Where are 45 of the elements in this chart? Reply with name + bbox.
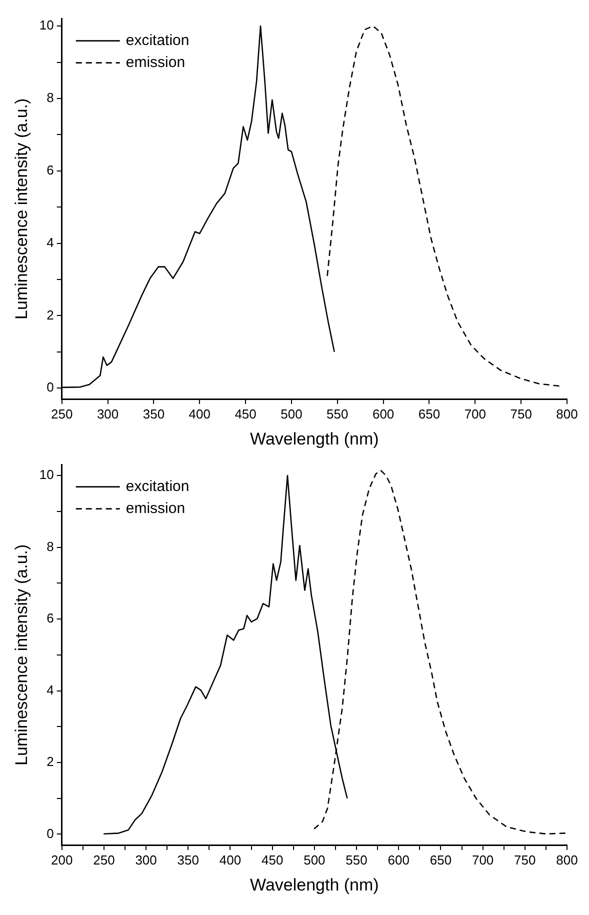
x-tick-label: 250	[93, 852, 115, 868]
y-tick-label: 6	[46, 610, 54, 626]
legend-label: emission	[126, 500, 186, 517]
y-axis-title: Luminescence intensity (a.u.)	[12, 98, 31, 320]
y-tick-label: 2	[46, 307, 54, 322]
x-tick-label: 800	[556, 406, 578, 422]
y-tick-label: 4	[46, 682, 54, 698]
x-tick-label: 300	[96, 406, 119, 422]
y-axis-title: Luminescence intensity (a.u.)	[12, 544, 31, 766]
x-tick-label: 650	[430, 852, 452, 868]
x-tick-label: 250	[51, 406, 73, 422]
legend-label: emission	[126, 54, 186, 71]
x-tick-label: 550	[326, 406, 348, 422]
x-tick-label: 450	[261, 852, 284, 868]
x-tick-label: 650	[418, 406, 440, 422]
x-tick-label: 500	[280, 406, 302, 422]
x-tick-label: 200	[51, 852, 73, 868]
x-tick-label: 700	[472, 852, 494, 868]
x-tick-label: 550	[346, 852, 368, 868]
x-tick-label: 400	[219, 852, 242, 868]
y-tick-label: 10	[39, 18, 54, 33]
y-tick-label: 0	[46, 380, 54, 395]
y-tick-label: 0	[46, 826, 54, 841]
x-tick-label: 300	[135, 852, 157, 868]
y-tick-label: 8	[46, 90, 54, 106]
y-tick-label: 4	[46, 234, 54, 250]
x-tick-label: 600	[388, 852, 410, 868]
legend-label: excitation	[126, 32, 190, 49]
y-tick-label: 10	[39, 467, 54, 482]
x-tick-label: 750	[510, 406, 532, 422]
x-tick-label: 700	[464, 406, 486, 422]
y-tick-label: 8	[46, 538, 54, 554]
x-axis-title: Wavelength (nm)	[250, 429, 379, 448]
x-tick-label: 800	[556, 852, 578, 868]
x-tick-label: 750	[514, 852, 536, 868]
x-tick-label: 450	[234, 406, 256, 422]
y-tick-label: 2	[46, 754, 54, 770]
x-tick-label: 350	[142, 406, 165, 422]
x-tick-label: 400	[188, 406, 210, 422]
legend-label: excitation	[126, 478, 190, 495]
x-tick-label: 600	[372, 406, 394, 422]
x-tick-label: 500	[304, 852, 326, 868]
x-axis-title: Wavelength (nm)	[250, 875, 379, 894]
y-tick-label: 6	[46, 162, 54, 178]
x-tick-label: 350	[177, 852, 199, 868]
